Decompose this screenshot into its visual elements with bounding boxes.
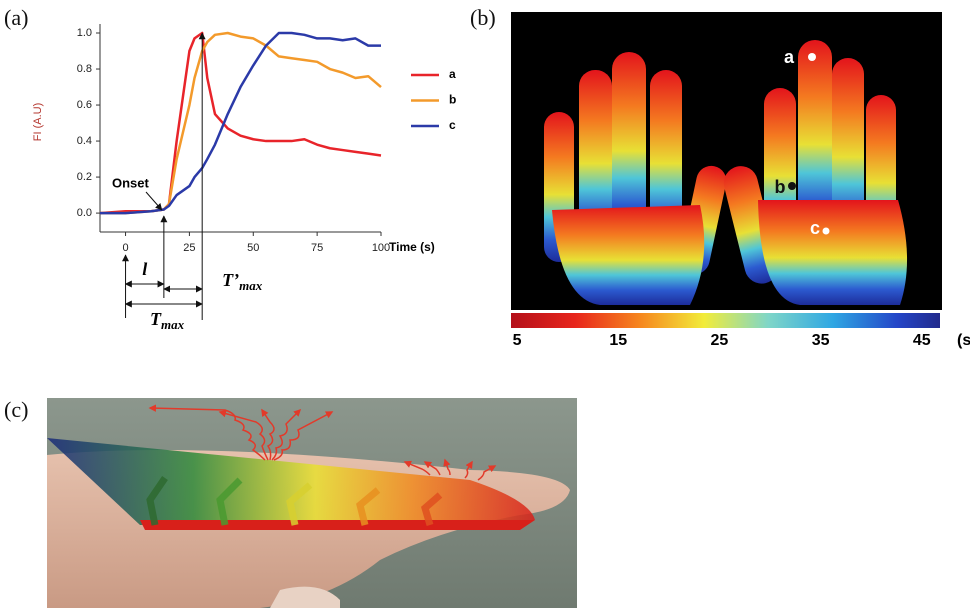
- annotation: Tmax: [150, 309, 185, 332]
- legend-label: c: [449, 118, 456, 132]
- x-tick-label: 75: [311, 242, 323, 254]
- panel-label: (a): [4, 5, 28, 30]
- thermal-image: a b c: [511, 12, 942, 310]
- x-tick-label: 100: [372, 242, 390, 254]
- y-axis-title: FI (A.U): [32, 103, 44, 142]
- y-tick-label: 1.0: [77, 27, 92, 39]
- annotation-base: T’: [222, 270, 239, 290]
- colorbar-tick-label: 45: [913, 332, 931, 349]
- y-tick-label: 0.2: [77, 171, 92, 183]
- annotation-arrow: [145, 191, 163, 211]
- x-tick-label: 50: [247, 242, 259, 254]
- annotation-base: T: [150, 309, 162, 329]
- panel-label: (c): [4, 397, 28, 422]
- x-tick-label: 0: [122, 242, 128, 254]
- annotation-sub: max: [239, 278, 263, 293]
- y-tick-label: 0.0: [77, 207, 92, 219]
- annotation: l: [142, 259, 147, 279]
- y-tick-label: 0.8: [77, 63, 92, 75]
- colorbar-tick-label: 5: [513, 332, 522, 349]
- y-tick-label: 0.6: [77, 99, 92, 111]
- legend-label: b: [449, 93, 456, 107]
- point-label: b: [775, 177, 786, 197]
- line-series: [100, 31, 381, 215]
- colorbar: [511, 313, 940, 328]
- panel-label: (b): [470, 5, 496, 30]
- colorbar-tick-label: 35: [812, 332, 830, 349]
- colorbar-tick-label: 25: [711, 332, 729, 349]
- x-tick-label: 25: [183, 242, 195, 254]
- colorbar-tick-label: 15: [609, 332, 627, 349]
- annotation-sub: max: [161, 317, 185, 332]
- point-label: a: [784, 47, 795, 67]
- legend-label: a: [449, 67, 456, 81]
- y-tick-label: 0.4: [77, 135, 92, 147]
- annotation: Onset: [112, 175, 150, 190]
- colorbar-unit: (s): [957, 332, 970, 349]
- photo: [47, 398, 577, 608]
- annotation: T’max: [222, 270, 263, 293]
- point-label: c: [810, 218, 820, 238]
- x-axis-title: Time (s): [389, 240, 435, 254]
